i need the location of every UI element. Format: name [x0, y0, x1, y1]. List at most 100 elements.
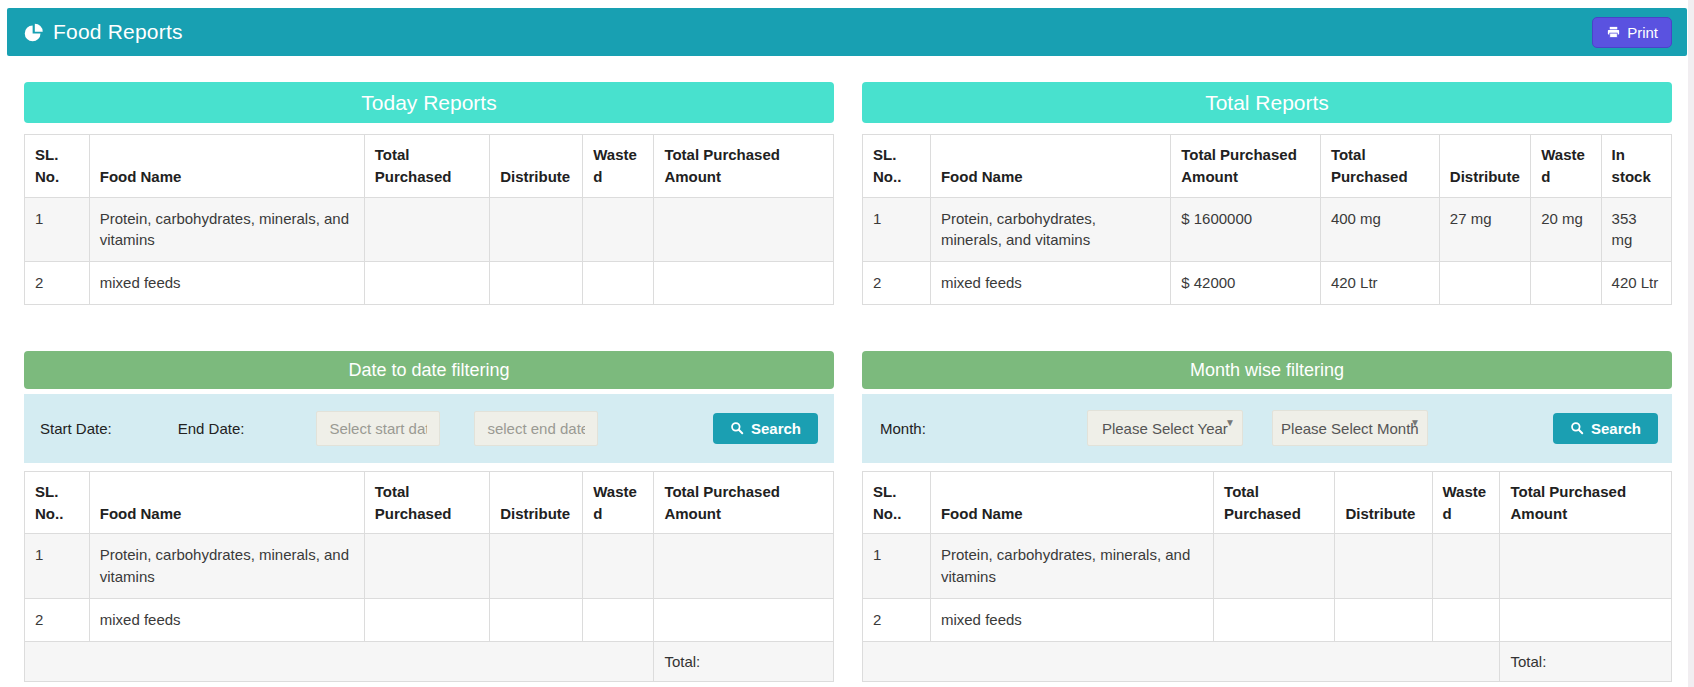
table-row: 2mixed feeds	[863, 598, 1672, 641]
table-cell	[1432, 598, 1500, 641]
table-cell: 1	[863, 534, 931, 599]
panel-title-today: Today Reports	[24, 82, 834, 123]
table-cell	[364, 262, 489, 305]
table-cell: 420 Ltr	[1601, 262, 1671, 305]
table-header-row: SL. No..Food NameTotal PurchasedDistribu…	[863, 471, 1672, 534]
search-button-label: Search	[1591, 420, 1641, 437]
table-cell	[1500, 534, 1672, 599]
table-cell: 1	[25, 197, 90, 262]
table-cell	[490, 534, 583, 599]
table-cell	[1439, 262, 1530, 305]
table-cell: 27 mg	[1439, 197, 1530, 262]
table-cell	[1335, 534, 1432, 599]
table-cell	[1214, 598, 1335, 641]
table-cell: Protein, carbohydrates, minerals, and vi…	[89, 534, 364, 599]
column-header: Distribute	[1335, 471, 1432, 534]
table-cell	[364, 598, 489, 641]
table-row: 2mixed feeds	[25, 262, 834, 305]
year-select-value: Please Select Year	[1102, 420, 1228, 437]
start-date-input[interactable]	[316, 411, 440, 446]
panel-total-reports: Total Reports SL. No..Food NameTotal Pur…	[862, 82, 1672, 305]
table-cell: Protein, carbohydrates, minerals, and vi…	[89, 197, 364, 262]
year-select[interactable]: Please Select Year ▼	[1087, 410, 1243, 446]
chevron-down-icon: ▼	[1225, 417, 1235, 428]
column-header: Distribute	[490, 471, 583, 534]
column-header: Wasted	[583, 471, 654, 534]
table-cell	[654, 197, 834, 262]
app-header-left: Food Reports	[23, 20, 183, 44]
table-row: 1Protein, carbohydrates, minerals, and v…	[863, 197, 1672, 262]
column-header: Food Name	[930, 135, 1170, 198]
table-footer-row: Total:	[863, 641, 1672, 682]
month-select-value: Please Select Month	[1281, 420, 1419, 437]
column-header: Food Name	[89, 471, 364, 534]
table-header-row: SL. No..Food NameTotal Purchased AmountT…	[863, 135, 1672, 198]
table-cell	[1500, 598, 1672, 641]
search-button-label: Search	[751, 420, 801, 437]
column-header: Total Purchased Amount	[1500, 471, 1672, 534]
table-cell: $ 1600000	[1171, 197, 1321, 262]
table-cell	[490, 598, 583, 641]
panel-title-total: Total Reports	[862, 82, 1672, 123]
content: Today Reports SL. No.Food NameTotal Purc…	[0, 56, 1694, 682]
table-cell: mixed feeds	[89, 262, 364, 305]
month-search-button[interactable]: Search	[1553, 413, 1658, 444]
print-button-label: Print	[1627, 24, 1658, 41]
table-cell	[583, 598, 654, 641]
start-date-label: Start Date:	[40, 420, 112, 437]
column-header: Wasted	[583, 135, 654, 198]
panel-date-filter: Date to date filtering Start Date: End D…	[24, 351, 834, 683]
column-header: In stock	[1601, 135, 1671, 198]
column-header: SL. No.	[25, 135, 90, 198]
column-header: SL. No..	[863, 135, 931, 198]
table-cell: mixed feeds	[930, 262, 1170, 305]
column-header: Wasted	[1531, 135, 1601, 198]
table-cell: 2	[25, 262, 90, 305]
table-cell	[654, 262, 834, 305]
table-cell	[490, 262, 583, 305]
column-header: Distribute	[1439, 135, 1530, 198]
search-icon	[730, 421, 744, 435]
month-filter-table: SL. No..Food NameTotal PurchasedDistribu…	[862, 471, 1672, 683]
column-header: Wasted	[1432, 471, 1500, 534]
table-row: 1Protein, carbohydrates, minerals, and v…	[863, 534, 1672, 599]
table-footer-total-label: Total:	[1500, 641, 1672, 682]
month-label: Month:	[880, 420, 926, 437]
end-date-label: End Date:	[178, 420, 245, 437]
panel-title-date-filter: Date to date filtering	[24, 351, 834, 389]
table-row: 2mixed feeds	[25, 598, 834, 641]
table-row: 1Protein, carbohydrates, minerals, and v…	[25, 197, 834, 262]
app-header: Food Reports Print	[7, 8, 1687, 56]
column-header: Food Name	[930, 471, 1213, 534]
printer-icon	[1606, 25, 1621, 40]
table-cell: mixed feeds	[89, 598, 364, 641]
table-cell: Protein, carbohydrates, minerals, and vi…	[930, 197, 1170, 262]
print-button[interactable]: Print	[1592, 17, 1672, 48]
table-cell: 2	[25, 598, 90, 641]
table-cell: 2	[863, 262, 931, 305]
column-header: SL. No..	[863, 471, 931, 534]
table-footer-total-label: Total:	[654, 641, 834, 682]
today-reports-table: SL. No.Food NameTotal PurchasedDistribut…	[24, 134, 834, 305]
date-search-button[interactable]: Search	[713, 413, 818, 444]
table-cell	[654, 598, 834, 641]
table-cell	[654, 534, 834, 599]
column-header: Total Purchased Amount	[1171, 135, 1321, 198]
end-date-input[interactable]	[474, 411, 598, 446]
table-cell	[583, 534, 654, 599]
month-select[interactable]: Please Select Month ▼	[1272, 410, 1428, 446]
table-header-row: SL. No..Food NameTotal PurchasedDistribu…	[25, 471, 834, 534]
table-cell: 20 mg	[1531, 197, 1601, 262]
table-cell	[583, 197, 654, 262]
column-header: Total Purchased Amount	[654, 471, 834, 534]
table-cell	[1214, 534, 1335, 599]
pie-chart-icon	[23, 22, 44, 43]
column-header: SL. No..	[25, 471, 90, 534]
table-cell	[583, 262, 654, 305]
scrollbar-track[interactable]	[1688, 0, 1694, 687]
month-filter-bar: Month: Please Select Year ▼ Please Selec…	[862, 394, 1672, 463]
table-row: 2mixed feeds$ 42000420 Ltr420 Ltr	[863, 262, 1672, 305]
table-cell: $ 42000	[1171, 262, 1321, 305]
table-cell: 1	[25, 534, 90, 599]
chevron-down-icon: ▼	[1410, 417, 1420, 428]
